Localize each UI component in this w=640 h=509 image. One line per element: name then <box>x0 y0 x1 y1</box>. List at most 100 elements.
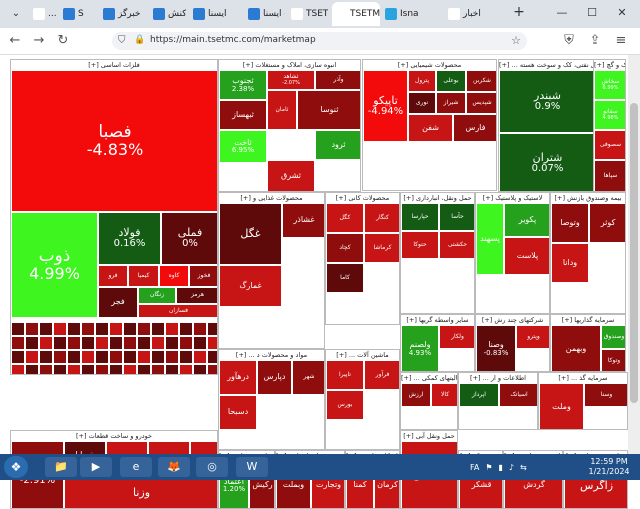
sector-title[interactable]: [+] محصولات شیمیایی <box>363 60 496 70</box>
stock-tile[interactable]: ذوب 4.99% <box>11 212 98 318</box>
tab-0[interactable]: ...شا و <box>30 2 56 26</box>
explorer-icon[interactable]: 📁 <box>45 457 77 477</box>
stock-tile[interactable]: وتوصا <box>551 203 589 243</box>
stock-tile[interactable]: شتران 0.07% <box>499 133 594 191</box>
stock-tile[interactable]: بورس <box>326 390 364 420</box>
stock-tile[interactable]: کنگار <box>364 203 399 233</box>
stock-tile[interactable]: نوری <box>408 92 436 114</box>
lock-icon[interactable]: 🔒 <box>134 35 146 45</box>
stock-tile[interactable]: شیراز <box>436 92 466 114</box>
stock-tile[interactable]: شهر <box>292 360 324 395</box>
minor-tile[interactable] <box>137 364 151 374</box>
volume-icon[interactable]: ♪ <box>508 462 515 472</box>
minor-tile[interactable] <box>137 350 151 364</box>
tab-1[interactable]: S <box>60 2 96 26</box>
stock-tile[interactable]: فارس <box>453 114 496 142</box>
firefox-icon[interactable]: 🦊 <box>158 457 190 477</box>
minimize-button[interactable]: — <box>556 6 568 19</box>
minor-tile[interactable] <box>207 336 217 350</box>
stock-tile[interactable]: غگل <box>219 203 282 265</box>
stock-tile[interactable]: فرو <box>98 265 128 287</box>
stock-tile[interactable]: سفانو 4.98% <box>594 100 625 130</box>
tab-6[interactable]: TSETMC <box>288 2 328 26</box>
stock-tile[interactable]: وپترو <box>516 325 549 349</box>
maximize-button[interactable]: ☐ <box>587 6 597 19</box>
minor-tile[interactable] <box>109 350 123 364</box>
sector-title[interactable]: [+] ... سرمایه گذ <box>539 373 627 383</box>
stock-tile[interactable]: حتوکا <box>401 231 439 259</box>
stock-tile[interactable]: شفن <box>408 114 453 142</box>
stock-tile[interactable]: شکربن <box>466 70 496 92</box>
stock-tile[interactable]: سخاش 6.99% <box>594 70 625 100</box>
forward-icon[interactable]: → <box>33 33 45 48</box>
minor-tile[interactable] <box>165 322 179 336</box>
language-indicator[interactable]: FA <box>470 462 480 472</box>
stock-tile[interactable]: سصوفی <box>594 130 625 160</box>
sector-title[interactable]: [+] ... فعالیتهای کمکی <box>401 373 457 383</box>
minor-tile[interactable] <box>81 364 95 374</box>
minor-tile[interactable] <box>95 322 109 336</box>
tab-5[interactable]: صبا - ایسنا <box>245 2 285 26</box>
minor-tile[interactable] <box>95 350 109 364</box>
minor-tile[interactable] <box>165 364 179 374</box>
minor-tile[interactable] <box>123 322 137 336</box>
minor-tile[interactable] <box>11 350 25 364</box>
sector-title[interactable]: [+] ... مواد و محصولات د <box>219 350 324 360</box>
minor-tile[interactable] <box>179 364 193 374</box>
stock-tile[interactable]: اسیاتک <box>499 383 537 407</box>
minor-tile[interactable] <box>179 350 193 364</box>
minor-tile[interactable] <box>53 350 67 364</box>
new-tab-button[interactable]: + <box>513 4 525 20</box>
stock-tile[interactable]: اپرداز <box>459 383 499 407</box>
minor-tile[interactable] <box>137 322 151 336</box>
stock-tile[interactable]: تاپیکو -4.94% <box>363 70 408 142</box>
minor-tile[interactable] <box>109 364 123 374</box>
sector-title[interactable]: [+] سرمایه گذاریها <box>551 315 625 325</box>
stock-tile[interactable]: ثشرق <box>267 160 315 191</box>
stock-tile[interactable]: حپارسا <box>401 203 439 231</box>
minor-tile[interactable] <box>109 336 123 350</box>
minor-tile[interactable] <box>81 336 95 350</box>
minor-tile[interactable] <box>39 336 53 350</box>
minor-tile[interactable] <box>151 322 165 336</box>
scrollbar-thumb[interactable] <box>630 103 638 403</box>
sector-title[interactable]: [+] سایر واسطه گریها <box>401 315 474 325</box>
minor-tile[interactable] <box>151 336 165 350</box>
minor-tile[interactable] <box>25 350 39 364</box>
stock-tile[interactable]: کیمیا <box>128 265 159 287</box>
tab-overflow-button[interactable]: ⌄ <box>11 8 21 19</box>
stock-tile[interactable]: کاما <box>326 263 364 293</box>
stock-tile[interactable]: حآسا <box>439 203 474 231</box>
stock-tile[interactable]: ثاخت 6.95% <box>219 130 267 163</box>
reload-icon[interactable]: ↻ <box>57 33 69 48</box>
stock-tile[interactable]: فملی 0% <box>161 212 217 265</box>
minor-tile[interactable] <box>39 364 53 374</box>
sector-title[interactable]: [+] بیمه وصندوق بازنش <box>551 193 625 203</box>
minor-tile[interactable] <box>81 322 95 336</box>
back-icon[interactable]: ← <box>9 33 21 48</box>
stock-tile[interactable]: ولصنم 4.93% <box>401 325 439 371</box>
minor-tile[interactable] <box>25 336 39 350</box>
minor-tile[interactable] <box>193 350 207 364</box>
sector-title[interactable]: [+] سیمان، آهک و گچ <box>594 60 625 70</box>
menu-icon[interactable]: ≡ <box>615 33 627 48</box>
stock-tile[interactable]: هرمز <box>176 287 217 304</box>
stock-tile[interactable]: ولکار <box>439 325 474 349</box>
stock-tile[interactable]: پکویر <box>504 203 549 237</box>
share-icon[interactable]: ⇪ <box>589 33 601 48</box>
minor-tile[interactable] <box>207 322 217 336</box>
stock-tile[interactable]: کچاد <box>326 233 364 263</box>
battery-icon[interactable]: ▮ <box>498 462 503 472</box>
stock-tile[interactable]: وملت <box>539 383 584 429</box>
clock[interactable]: 12:59 PM 1/21/2024 <box>584 457 634 477</box>
minor-tile[interactable] <box>25 364 39 374</box>
stock-tile[interactable]: غمارگ <box>219 265 282 307</box>
tab-2[interactable]: خبرگز <box>100 2 146 26</box>
stock-tile[interactable]: وسنا <box>584 383 627 407</box>
stock-tile[interactable]: کالا <box>431 383 457 407</box>
tab-7[interactable]: TSETM× <box>332 2 380 26</box>
stock-tile[interactable]: ودانا <box>551 243 589 283</box>
minor-tile[interactable] <box>165 350 179 364</box>
flag-icon[interactable]: ⚑ <box>485 462 493 472</box>
stock-tile[interactable]: پلاست <box>504 237 549 275</box>
